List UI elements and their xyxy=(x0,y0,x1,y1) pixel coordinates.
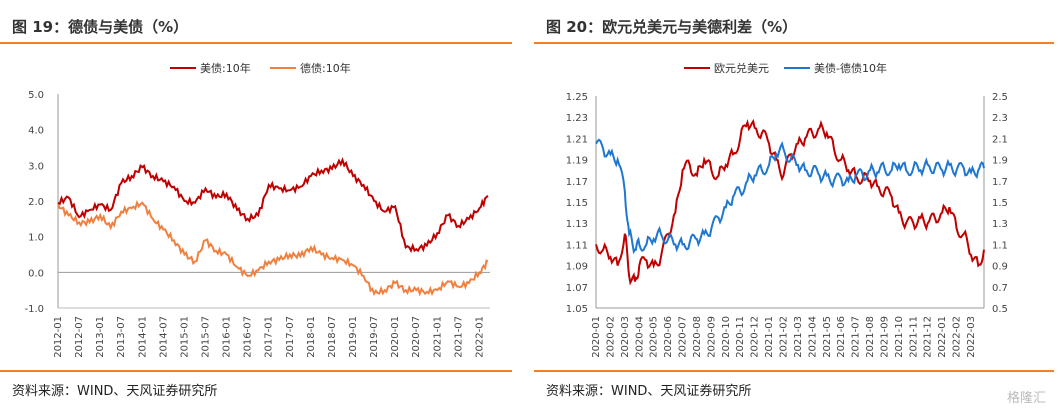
x-tick-label: 2021-08 xyxy=(865,316,876,358)
x-tick-label: 2016-01 xyxy=(222,316,233,358)
x-tick-label: 2021-04 xyxy=(807,316,818,358)
x-tick-label: 2021-11 xyxy=(908,316,919,358)
source-note: 资料来源：WIND、天风证券研究所 xyxy=(12,384,218,399)
x-tick-label: 2021-09 xyxy=(879,316,890,358)
x-tick-label: 2020-07 xyxy=(678,316,689,358)
x-tick-label: 2020-09 xyxy=(706,316,717,358)
y-tick-label-right: 1.5 xyxy=(992,198,1008,209)
x-tick-label: 2020-01 xyxy=(591,316,602,358)
x-tick-label: 2020-03 xyxy=(620,316,631,358)
x-tick-label: 2022-01 xyxy=(474,316,485,358)
x-tick-label: 2020-12 xyxy=(750,316,761,358)
x-tick-label: 2021-10 xyxy=(894,316,905,358)
x-tick-label: 2015-01 xyxy=(179,316,190,358)
x-tick-label: 2014-01 xyxy=(137,316,148,358)
x-tick-label: 2021-06 xyxy=(836,316,847,358)
x-tick-label: 2012-01 xyxy=(53,316,64,358)
x-tick-label: 2020-01 xyxy=(390,316,401,358)
y-tick-label: 0.0 xyxy=(28,268,44,279)
title-rule xyxy=(0,42,512,44)
right-chart-panel: 图 20：欧元兑美元与美德利差（%） 欧元兑美元 美债-德债10年 1.25 1.23… xyxy=(534,0,1054,414)
chart-title: 图 20：欧元兑美元与美德利差（%） xyxy=(546,18,798,36)
x-tick-label: 2021-02 xyxy=(779,316,790,358)
series-line xyxy=(57,199,489,297)
y-tick-label-right: 2.3 xyxy=(992,113,1008,124)
y-tick-label-right: 2.1 xyxy=(992,134,1008,145)
x-tick-label: 2013-07 xyxy=(116,316,127,358)
x-tick-label: 2016-07 xyxy=(243,316,254,358)
x-tick-label: 2017-07 xyxy=(285,316,296,358)
us-de-bond-yield-chart: 美债:10年 德债:10年 5.0 4.0 3.0 2.0 1.0 0.0 -1.0 2012-0… xyxy=(24,61,490,358)
y-tick-label-right: 0.5 xyxy=(992,304,1008,315)
x-tick-label: 2020-08 xyxy=(692,316,703,358)
y-tick-label-right: 1.3 xyxy=(992,219,1008,230)
x-tick-label: 2020-02 xyxy=(605,316,616,358)
y-tick-label-left: 1.15 xyxy=(566,198,588,209)
y-tick-label-right: 0.9 xyxy=(992,262,1008,273)
x-tick-label: 2019-07 xyxy=(369,316,380,358)
x-tick-label: 2021-01 xyxy=(432,316,443,358)
y-tick-label-left: 1.11 xyxy=(566,240,588,251)
title-rule xyxy=(534,42,1054,44)
left-chart-panel: 图 19：德债与美债（%） 美债:10年 德债:10年 5.0 4.0 3.0 2.0 1.… xyxy=(0,0,512,414)
y-tick-label-left: 1.09 xyxy=(566,262,588,273)
x-tick-label: 2018-07 xyxy=(327,316,338,358)
legend-label: 美债-德债10年 xyxy=(814,61,887,75)
x-tick-label: 2021-05 xyxy=(822,316,833,358)
x-tick-label: 2020-11 xyxy=(735,316,746,358)
x-tick-label: 2018-01 xyxy=(306,316,317,358)
y-tick-label-right: 1.7 xyxy=(992,177,1008,188)
y-tick-label-left: 1.17 xyxy=(566,177,588,188)
x-tick-label: 2022-02 xyxy=(952,316,963,358)
series-line xyxy=(595,138,985,255)
x-tick-label: 2014-07 xyxy=(158,316,169,358)
x-tick-label: 2019-01 xyxy=(348,316,359,358)
x-tick-label: 2015-07 xyxy=(201,316,212,358)
x-tick-label: 2021-07 xyxy=(851,316,862,358)
y-tick-label-left: 1.13 xyxy=(566,219,588,230)
y-tick-label: 1.0 xyxy=(28,233,44,244)
x-tick-label: 2020-05 xyxy=(649,316,660,358)
series-line xyxy=(57,157,489,254)
source-rule xyxy=(0,370,512,372)
y-tick-label-left: 1.25 xyxy=(566,92,588,103)
legend-label: 德债:10年 xyxy=(300,61,351,75)
x-tick-label: 2013-01 xyxy=(95,316,106,358)
y-tick-label-left: 1.19 xyxy=(566,156,588,167)
x-tick-label: 2017-01 xyxy=(264,316,275,358)
x-tick-label: 2021-12 xyxy=(923,316,934,358)
x-tick-label: 2021-07 xyxy=(453,316,464,358)
x-tick-label: 2020-04 xyxy=(634,316,645,358)
y-tick-label-left: 1.23 xyxy=(566,113,588,124)
y-tick-label: -1.0 xyxy=(24,304,44,315)
x-tick-label: 2022-03 xyxy=(966,316,977,358)
y-tick-label: 2.0 xyxy=(28,197,44,208)
eurusd-spread-chart: 欧元兑美元 美债-德债10年 1.25 1.23 1.21 1.19 1.17 1.15 1.1… xyxy=(566,61,1008,358)
y-tick-label-left: 1.21 xyxy=(566,134,588,145)
x-tick-label: 2022-01 xyxy=(937,316,948,358)
source-rule xyxy=(534,370,1054,372)
x-tick-label: 2020-07 xyxy=(411,316,422,358)
y-tick-label: 3.0 xyxy=(28,161,44,172)
legend-label: 美债:10年 xyxy=(200,61,251,75)
x-tick-label: 2021-01 xyxy=(764,316,775,358)
watermark-logo: 格隆汇 xyxy=(1006,391,1046,406)
y-tick-label-right: 2.5 xyxy=(992,92,1008,103)
source-note: 资料来源：WIND、天风证券研究所 xyxy=(546,384,752,399)
x-tick-label: 2012-07 xyxy=(74,316,85,358)
y-tick-label-left: 1.05 xyxy=(566,304,588,315)
legend-label: 欧元兑美元 xyxy=(714,61,769,75)
y-tick-label-left: 1.07 xyxy=(566,283,588,294)
y-tick-label-right: 0.7 xyxy=(992,283,1008,294)
y-tick-label: 4.0 xyxy=(28,126,44,137)
x-tick-label: 2020-10 xyxy=(721,316,732,358)
x-tick-label: 2020-06 xyxy=(663,316,674,358)
x-tick-label: 2021-03 xyxy=(793,316,804,358)
y-tick-label: 5.0 xyxy=(28,90,44,101)
chart-title: 图 19：德债与美债（%） xyxy=(12,18,189,36)
y-tick-label-right: 1.9 xyxy=(992,156,1008,167)
y-tick-label-right: 1.1 xyxy=(992,240,1008,251)
series-line xyxy=(595,118,985,286)
